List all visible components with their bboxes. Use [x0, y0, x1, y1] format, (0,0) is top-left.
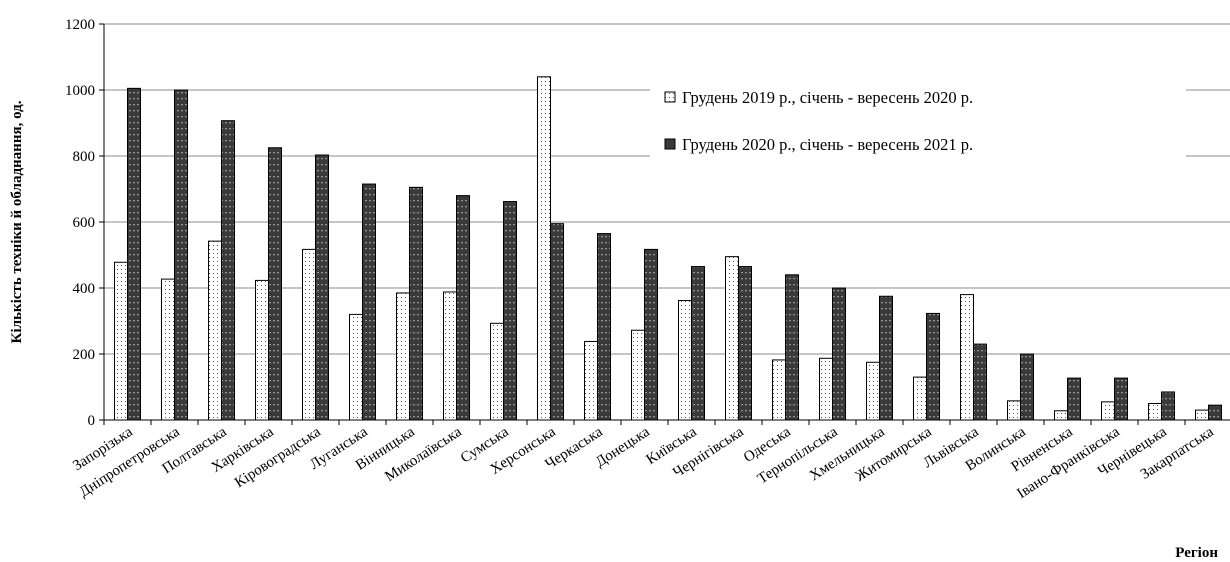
- bar-2020-2021: [127, 87, 141, 421]
- bar-2020-2021: [268, 147, 282, 421]
- y-tick-label: 600: [73, 215, 96, 231]
- x-tick-labels: ЗапорізькаДніпропетровськаПолтавськаХарк…: [70, 420, 1217, 502]
- bar-2019-2020: [584, 340, 598, 421]
- bar-2020-2021: [1114, 377, 1128, 421]
- bar-2019-2020: [1007, 400, 1021, 421]
- bar-2020-2021: [1067, 377, 1081, 421]
- bars: [114, 76, 1222, 421]
- bar-2020-2021: [973, 343, 987, 421]
- legend-label-2019: Грудень 2019 р., січень - вересень 2020 …: [682, 88, 973, 107]
- bar-2019-2020: [490, 322, 504, 421]
- y-tick-label: 0: [88, 413, 96, 429]
- bar-2019-2020: [1148, 403, 1162, 421]
- bar-2019-2020: [1054, 410, 1068, 421]
- y-tick-label: 1200: [65, 17, 95, 33]
- bar-2019-2020: [631, 329, 645, 421]
- bar-2020-2021: [644, 248, 658, 421]
- bar-2020-2021: [597, 233, 611, 421]
- legend: Грудень 2019 р., січень - вересень 2020 …: [650, 68, 1186, 184]
- bar-2020-2021: [785, 274, 799, 421]
- bar-2019-2020: [725, 256, 739, 421]
- bar-2019-2020: [1195, 409, 1209, 421]
- bar-2019-2020: [161, 278, 175, 421]
- y-tick-label: 400: [73, 281, 96, 297]
- bar-2020-2021: [409, 186, 423, 421]
- bar-2019-2020: [866, 361, 880, 421]
- bar-2020-2021: [1161, 391, 1175, 421]
- bar-2019-2020: [1101, 401, 1115, 421]
- bar-2019-2020: [772, 359, 786, 421]
- y-tick-label: 1000: [65, 83, 95, 99]
- bar-2019-2020: [349, 313, 363, 421]
- bar-2019-2020: [678, 300, 692, 421]
- bar-2020-2021: [691, 266, 705, 421]
- bar-2020-2021: [879, 295, 893, 421]
- bar-2020-2021: [503, 201, 517, 421]
- bar-2020-2021: [315, 154, 329, 421]
- bar-2020-2021: [926, 312, 940, 421]
- bar-2019-2020: [819, 357, 833, 421]
- y-tick-labels: 0 200 400 600 800 1000 1200: [65, 17, 104, 429]
- bar-2019-2020: [913, 376, 927, 421]
- bar-2019-2020: [537, 76, 551, 421]
- bar-2020-2021: [1020, 353, 1034, 421]
- bar-2019-2020: [208, 240, 222, 421]
- bar-2020-2021: [221, 120, 235, 421]
- bar-2019-2020: [443, 291, 457, 421]
- bar-2019-2020: [396, 292, 410, 421]
- bar-2019-2020: [114, 261, 128, 421]
- bar-2020-2021: [1208, 404, 1222, 421]
- legend-swatch-2019: [664, 91, 676, 103]
- y-axis-title: Кількість техніки й обладнання, од.: [9, 100, 25, 343]
- y-tick-label: 800: [73, 149, 96, 165]
- category-label: Донецька: [593, 424, 653, 471]
- bar-2019-2020: [302, 248, 316, 421]
- bar-2019-2020: [960, 294, 974, 421]
- y-tick-label: 200: [73, 347, 96, 363]
- bar-2019-2020: [255, 279, 269, 421]
- bar-2020-2021: [456, 195, 470, 421]
- bar-2020-2021: [174, 89, 188, 421]
- x-axis-title: Регіон: [1175, 545, 1218, 561]
- category-label: Тернопільська: [755, 424, 841, 488]
- bar-2020-2021: [738, 266, 752, 421]
- legend-label-2020: Грудень 2020 р., січень - вересень 2021 …: [682, 135, 973, 154]
- legend-swatch-2020: [664, 138, 676, 150]
- bar-2020-2021: [550, 223, 564, 421]
- bar-2020-2021: [362, 183, 376, 421]
- legend-bg: [650, 68, 1186, 184]
- bar-2020-2021: [832, 287, 846, 421]
